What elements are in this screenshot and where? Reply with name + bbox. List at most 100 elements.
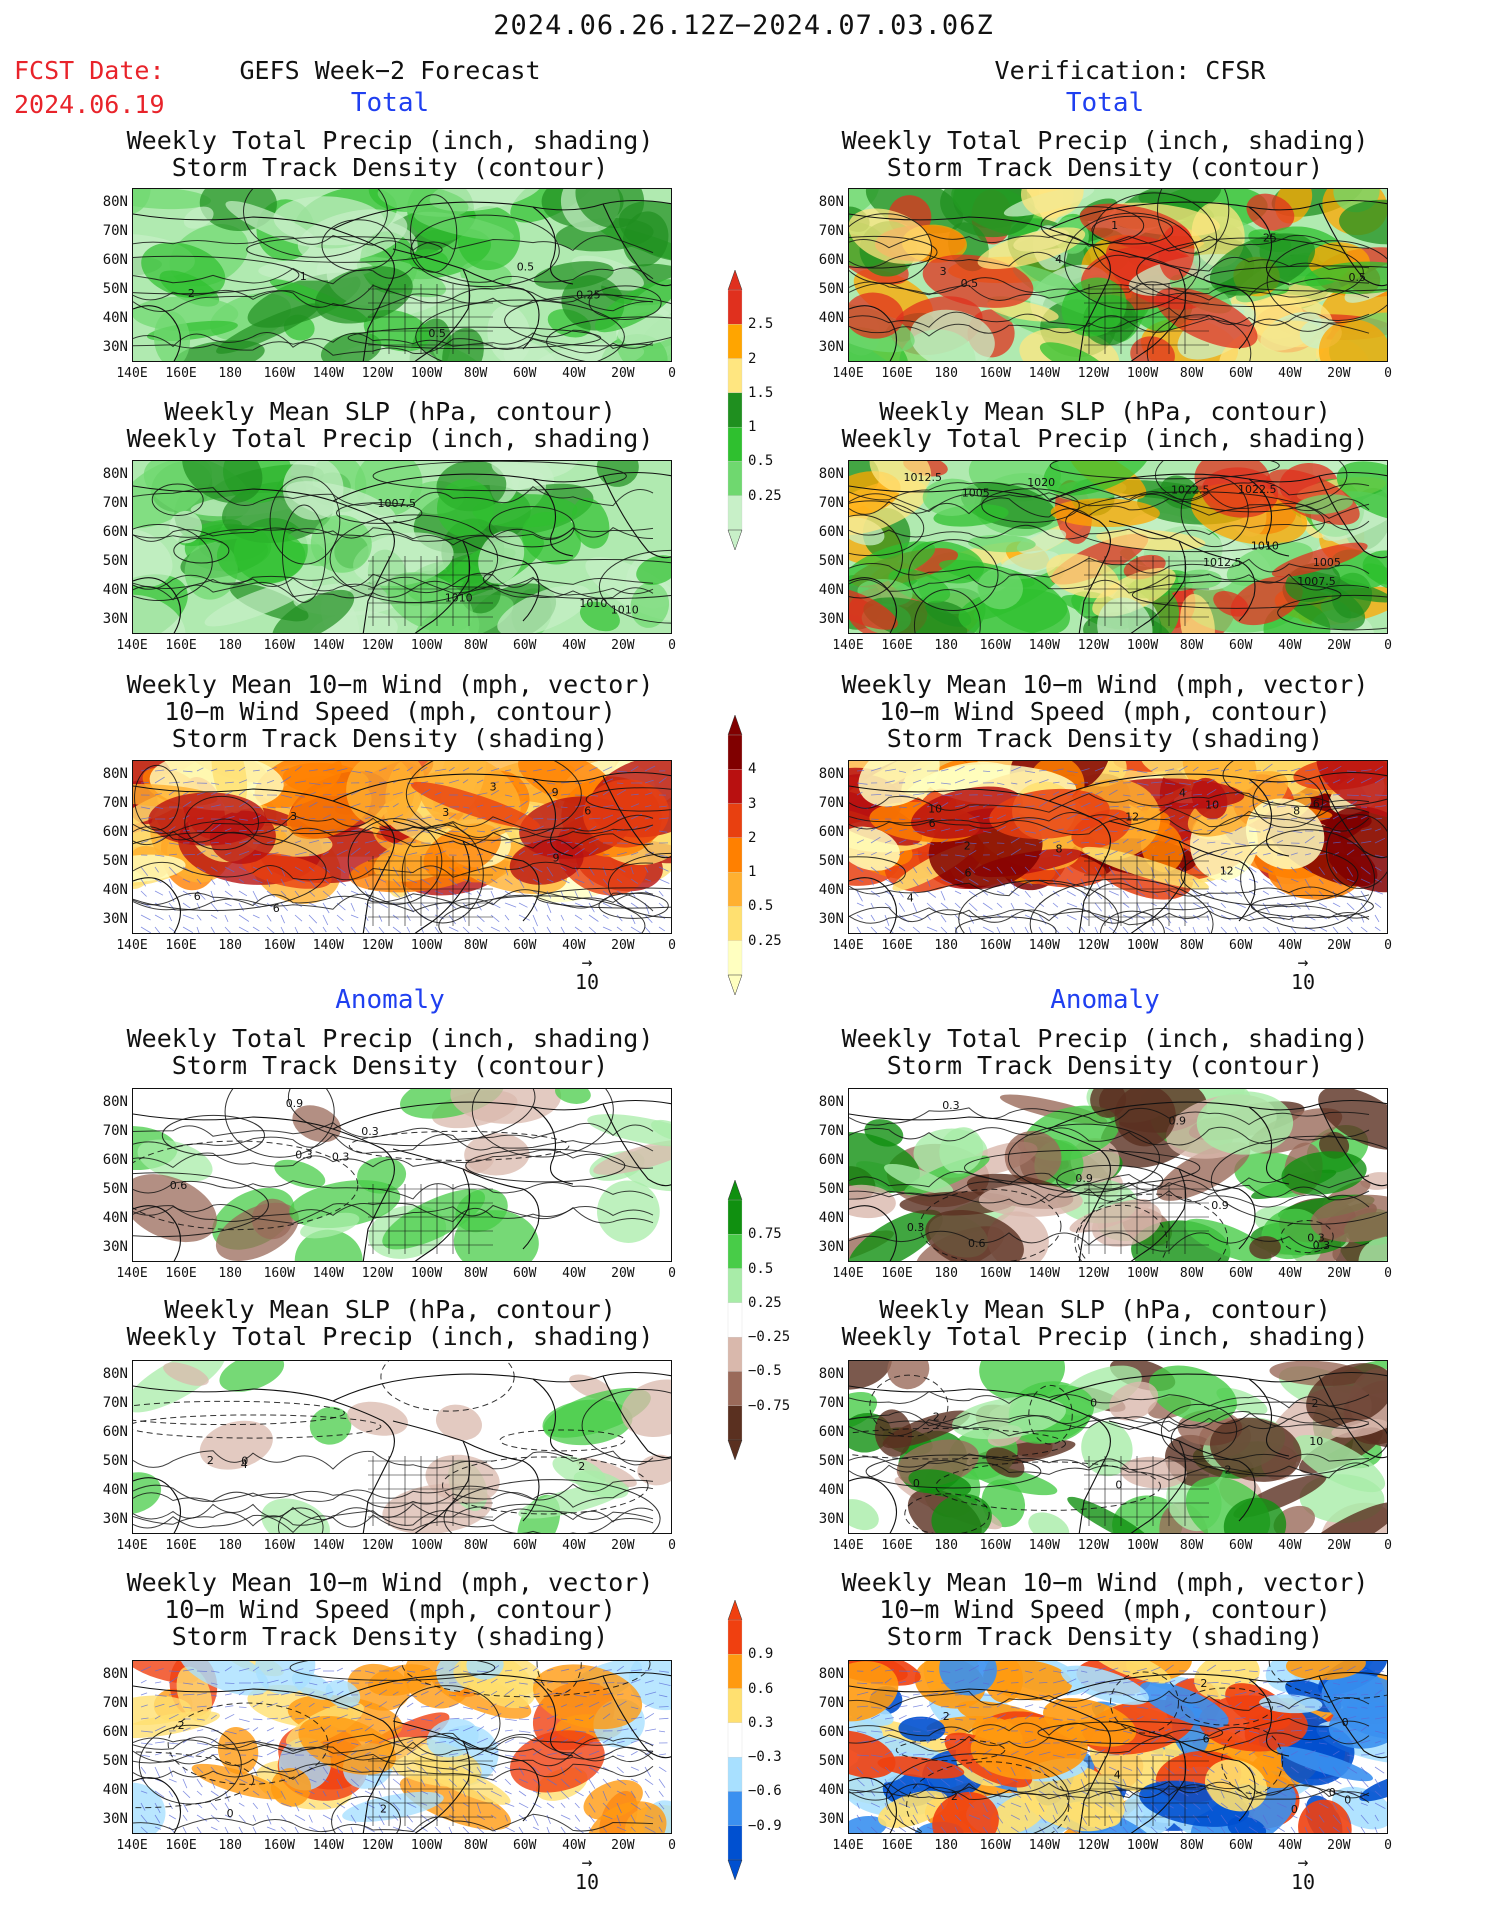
- lon-label: 120W: [361, 938, 394, 953]
- l5-contour-label: 2: [578, 1460, 585, 1473]
- colorbar-track-total-tick-label: 0.5: [748, 898, 774, 915]
- panel-title-l1: Weekly Total Precip (inch, shading) Stor…: [126, 126, 654, 182]
- lat-label: 40N: [818, 1482, 844, 1498]
- colorbar-track-total: [727, 715, 743, 995]
- lat-label: 80N: [102, 766, 128, 782]
- lon-label: 0: [668, 1838, 676, 1853]
- lon-label: 140E: [116, 1266, 148, 1281]
- lat-label: 30N: [818, 1511, 844, 1527]
- vector-reference-arrow: →: [581, 1852, 593, 1873]
- lon-label: 60W: [1228, 938, 1253, 953]
- lat-label: 70N: [102, 223, 128, 239]
- r6-contour-label: 0: [1342, 1716, 1349, 1729]
- r3-contour-label: 12: [1125, 811, 1139, 824]
- lon-label: 80W: [1179, 638, 1204, 653]
- lon-label: 180: [934, 366, 958, 381]
- map-fcst-slp-precip-anomaly: 4 2 2 0: [132, 1360, 672, 1534]
- lon-label: 100W: [410, 1838, 443, 1853]
- lat-label: 40N: [102, 882, 128, 898]
- lon-label: 140W: [1028, 938, 1061, 953]
- l1-contour-label: 0.25: [576, 289, 601, 302]
- lat-label: 30N: [102, 1511, 128, 1527]
- lon-label: 160E: [881, 1538, 913, 1553]
- lon-label: 180: [218, 1538, 242, 1553]
- colorbar-precip-total-tick-label: 1.5: [748, 384, 774, 401]
- lat-label: 50N: [818, 853, 844, 869]
- lat-label: 60N: [818, 1724, 844, 1740]
- colorbar-track-anomaly-tick-label: −0.9: [748, 1817, 782, 1834]
- lon-label: 140W: [312, 366, 345, 381]
- lon-label: 140W: [312, 1538, 345, 1553]
- lon-label: 40W: [562, 1538, 586, 1553]
- lon-label: 120W: [1077, 366, 1110, 381]
- lon-label: 40W: [1278, 938, 1302, 953]
- lon-label: 0: [1384, 938, 1392, 953]
- lon-label: 160W: [979, 1266, 1011, 1281]
- colorbar-track-anomaly-tick-label: 0.6: [748, 1680, 774, 1697]
- l3-contour-label: 9: [552, 786, 559, 799]
- r6-contour-label: 0: [1329, 1786, 1336, 1799]
- r4-contour-label: 0.9: [1169, 1114, 1187, 1127]
- l3-contour-label: 6: [194, 890, 201, 903]
- panel-title-r5: Weekly Mean SLP (hPa, contour) Weekly To…: [841, 1295, 1369, 1351]
- lon-label: 160W: [979, 1538, 1011, 1553]
- lon-label: 140E: [116, 938, 148, 953]
- r6-contour-label: 0: [1291, 1803, 1298, 1816]
- lon-label: 160E: [881, 938, 913, 953]
- lat-label: 70N: [102, 495, 128, 511]
- lon-label: 160E: [881, 1266, 913, 1281]
- lon-label: 60W: [512, 1838, 537, 1853]
- lat-label: 70N: [818, 495, 844, 511]
- map-verif-precip-track-anomaly: 0.9 0.3 0.3 0.9 0.3 0.6 0.3 0.9: [848, 1088, 1388, 1262]
- lon-label: 180: [218, 938, 242, 953]
- lon-label: 80W: [1179, 1838, 1204, 1853]
- lon-label: 140E: [832, 638, 864, 653]
- lat-label: 60N: [102, 1424, 128, 1440]
- lon-label: 0: [1384, 1266, 1392, 1281]
- lon-label: 60W: [1228, 1838, 1253, 1853]
- lat-label: 60N: [818, 824, 844, 840]
- lat-label: 80N: [818, 1366, 844, 1382]
- r6-contour-label: 6: [1203, 1733, 1210, 1746]
- lon-label: 100W: [1126, 638, 1159, 653]
- r2-contour-label: 1022.5: [1171, 483, 1210, 496]
- l6-contour-label: 2: [178, 1719, 185, 1732]
- r4-contour-label: 0.3: [942, 1099, 960, 1112]
- r3-contour-label: 8: [1293, 804, 1300, 817]
- lon-label: 80W: [463, 366, 488, 381]
- lat-label: 80N: [818, 466, 844, 482]
- r1-contour-label: 0.5: [961, 277, 979, 290]
- lon-label: 160W: [263, 366, 295, 381]
- r1-contour-label: 0.5: [1349, 271, 1367, 284]
- lon-label: 0: [1384, 638, 1392, 653]
- lon-label: 60W: [512, 638, 537, 653]
- r4-contour-label: 0.9: [1075, 1172, 1093, 1185]
- lon-label: 180: [934, 1838, 958, 1853]
- lat-label: 40N: [818, 310, 844, 326]
- lat-label: 40N: [818, 1782, 844, 1798]
- colorbar-track-anomaly-tick-label: 0.9: [748, 1646, 774, 1663]
- lon-label: 60W: [1228, 638, 1253, 653]
- r3-contour-label: 4: [907, 892, 914, 905]
- l4-contour-label: 0.6: [170, 1179, 188, 1192]
- l3-contour-label: 3: [442, 806, 449, 819]
- lon-label: 20W: [1327, 366, 1351, 381]
- lat-label: 60N: [818, 1424, 844, 1440]
- lon-label: 160W: [263, 1838, 295, 1853]
- r6-contour-label: 2: [1200, 1677, 1207, 1690]
- lat-label: 80N: [102, 466, 128, 482]
- colorbar-precip-anomaly: [727, 1180, 743, 1460]
- lat-label: 70N: [818, 1695, 844, 1711]
- lat-label: 50N: [102, 1453, 128, 1469]
- lon-label: 160W: [263, 638, 295, 653]
- lon-label: 140W: [312, 938, 345, 953]
- lat-label: 40N: [102, 310, 128, 326]
- r3-contour-label: 2: [964, 840, 971, 853]
- lat-label: 60N: [818, 252, 844, 268]
- lon-label: 20W: [1327, 638, 1351, 653]
- lon-label: 60W: [1228, 1538, 1253, 1553]
- map-verif-slp-precip-anomaly: 10 2 0 2 0 0 2: [848, 1360, 1388, 1534]
- r4-contour-label: 0.3: [907, 1221, 925, 1234]
- map-verif-slp-precip: 1007.5 1010 1005 1020 1005 1012.5 1022.5 1012.5…: [848, 460, 1388, 634]
- lon-label: 40W: [1278, 366, 1302, 381]
